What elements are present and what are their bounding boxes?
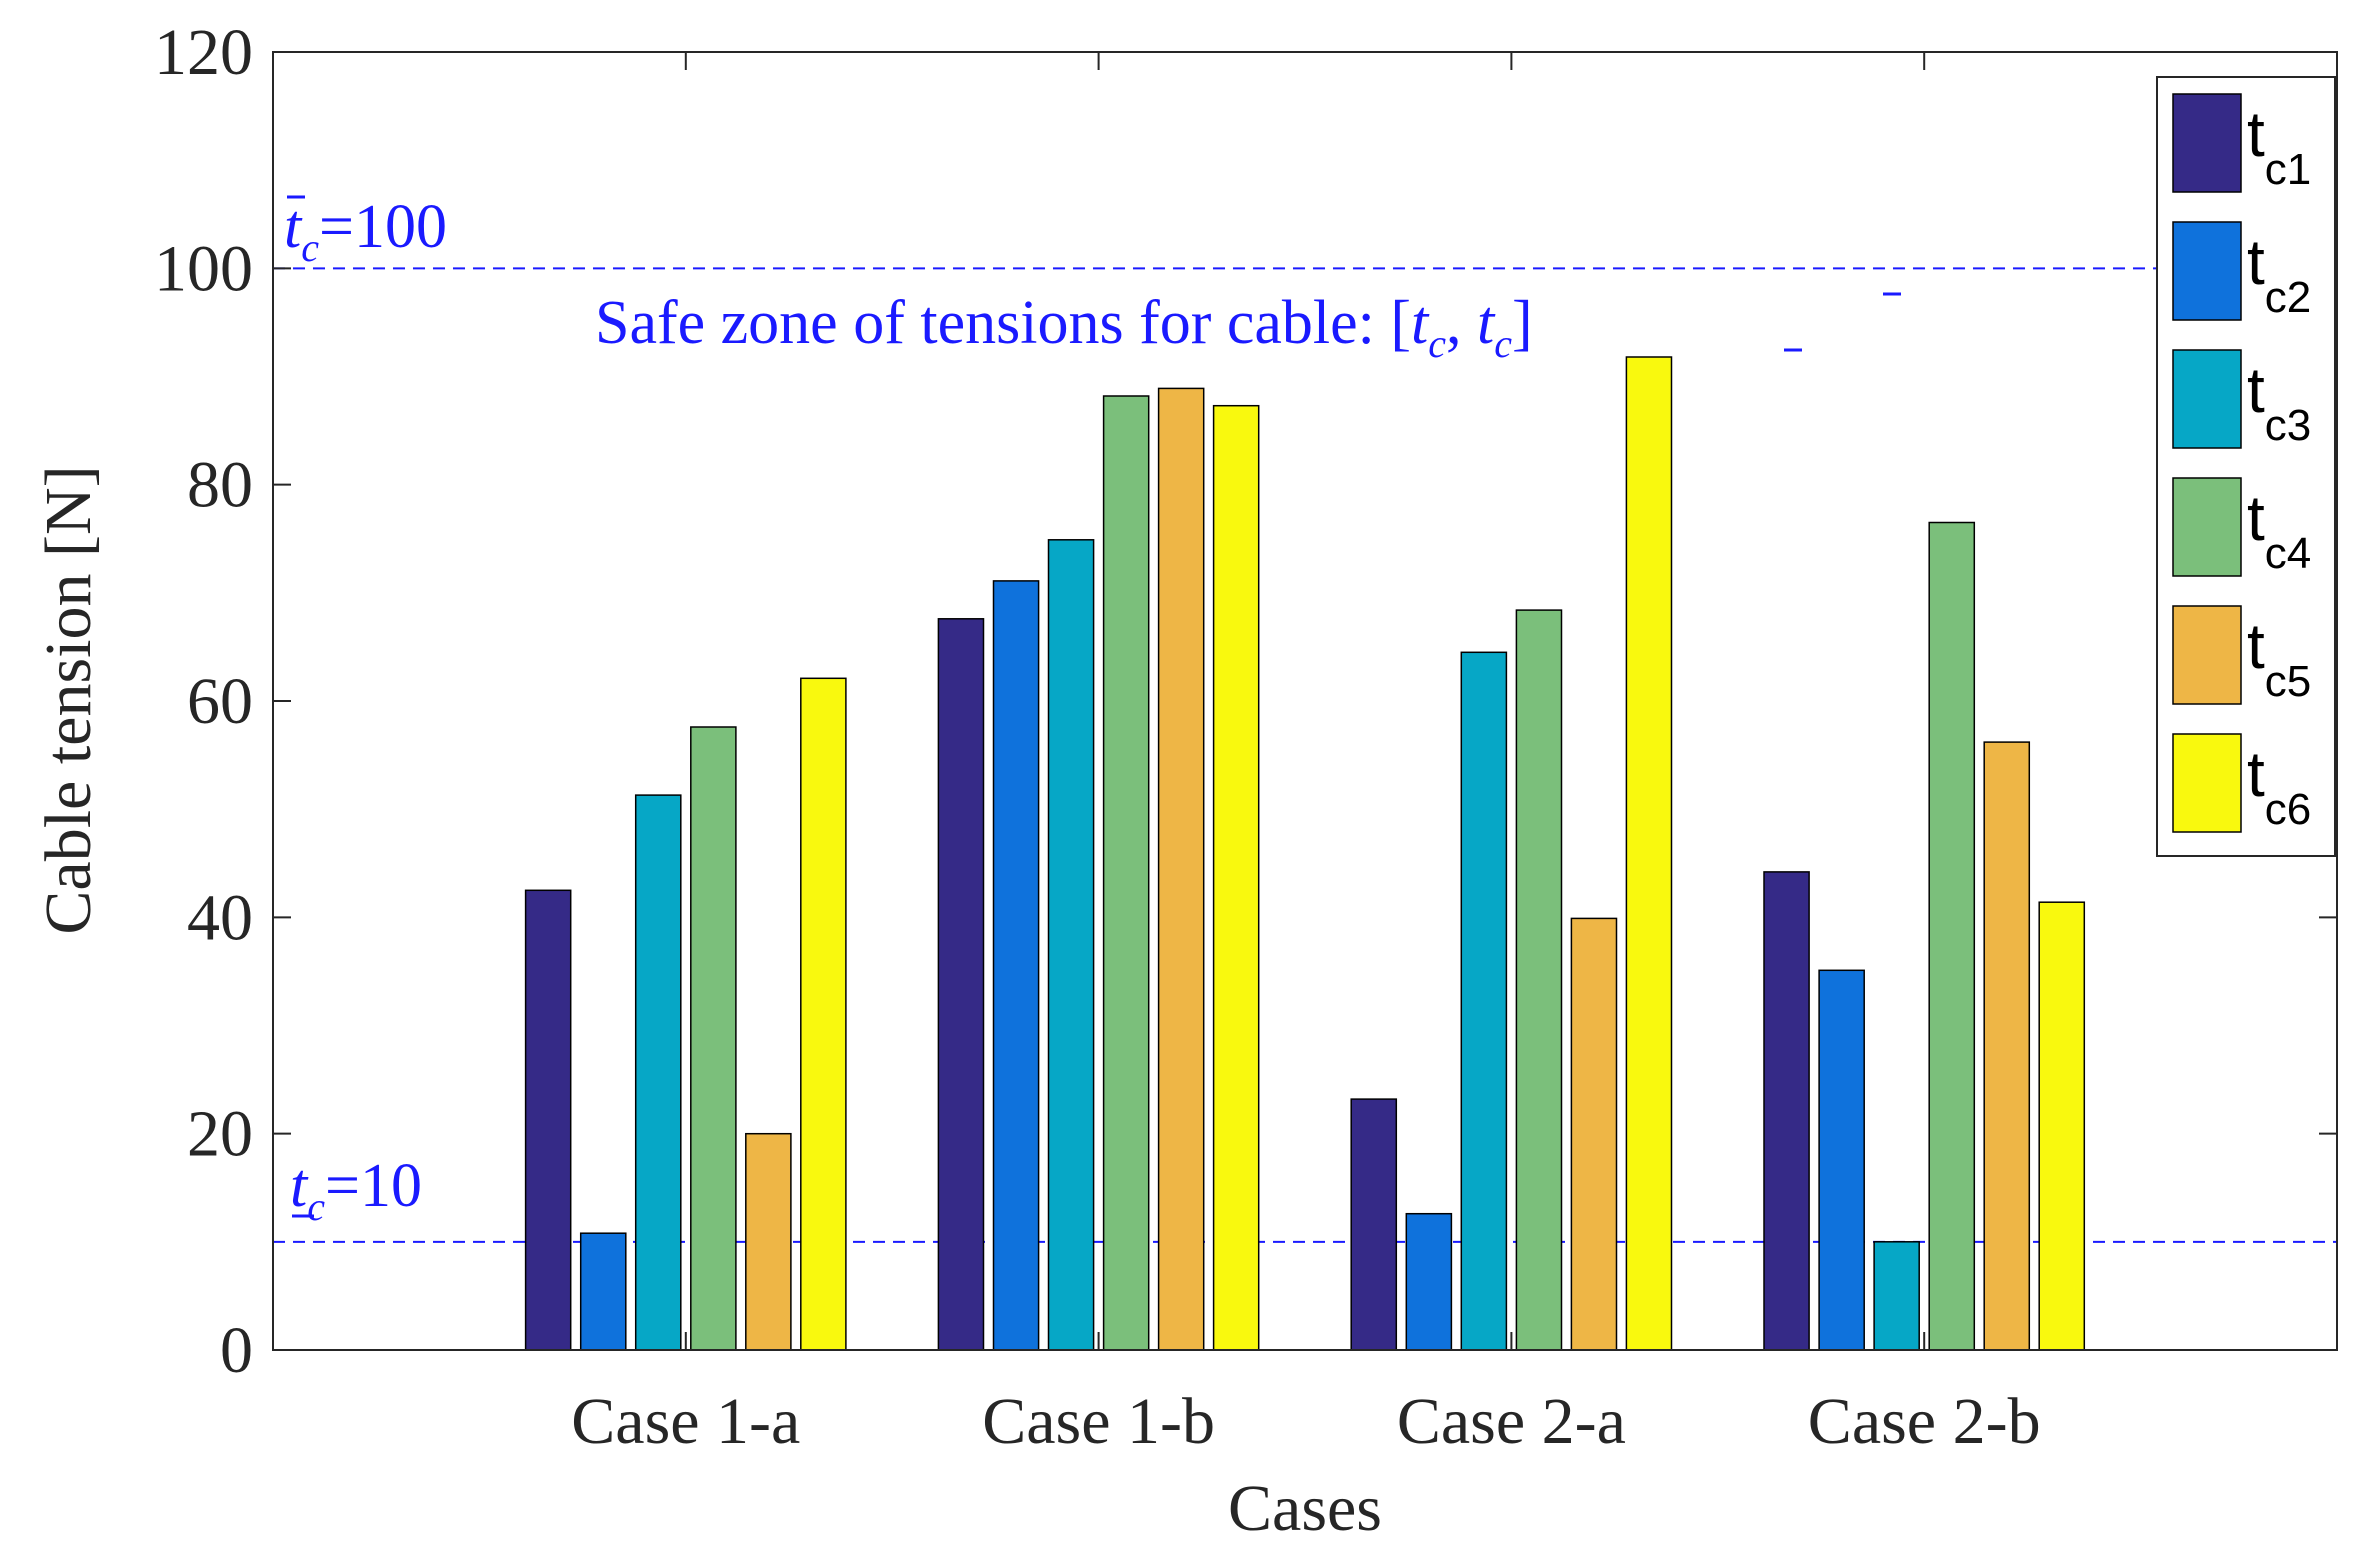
legend-swatch-c6 xyxy=(2172,733,2242,833)
y-axis-title: Cable tension [N] xyxy=(32,465,105,934)
x-tick-label: Case 2-b xyxy=(1808,1385,2041,1458)
legend-swatch-c3 xyxy=(2172,349,2242,449)
bar-case-1-b-c4 xyxy=(1102,395,1150,1351)
y-tick-label: 80 xyxy=(187,449,253,522)
bar-case-2-a-c2 xyxy=(1405,1212,1453,1351)
legend-label-c5: tc5 xyxy=(2247,610,2311,706)
bar-case-2-a-c4 xyxy=(1515,609,1563,1351)
x-tick-label: Case 1-a xyxy=(571,1385,800,1458)
y-tick-label: 120 xyxy=(154,16,253,89)
y-tick-label: 60 xyxy=(187,665,253,738)
bar-case-2-a-c1 xyxy=(1350,1098,1398,1351)
bar-case-1-b-c1 xyxy=(937,618,985,1351)
bar-case-2-b-c3 xyxy=(1873,1241,1920,1351)
legend-label-c2: tc2 xyxy=(2247,226,2311,322)
bar-case-2-b-c1 xyxy=(1763,871,1810,1351)
bar-case-1-a-c6 xyxy=(800,677,847,1351)
legend-label-c6: tc6 xyxy=(2247,738,2311,834)
upper-limit-label: tc=100 xyxy=(284,193,447,270)
bar-case-1-b-c6 xyxy=(1212,404,1260,1351)
legend: tc1 tc2 tc3 tc4 tc5 tc6 xyxy=(2156,76,2336,857)
legend-label-c1: tc1 xyxy=(2247,98,2311,194)
bar-case-1-a-c2 xyxy=(579,1232,627,1351)
bar-case-2-b-c2 xyxy=(1818,969,1865,1351)
legend-swatch-c2 xyxy=(2172,221,2242,321)
x-tick-label: Case 2-a xyxy=(1397,1385,1626,1458)
legend-label-c4: tc4 xyxy=(2247,482,2311,578)
bar-case-2-b-c5 xyxy=(1983,741,2031,1351)
x-tick-label: Case 1-b xyxy=(982,1385,1215,1458)
x-axis-title: Cases xyxy=(1228,1472,1382,1545)
bar-case-1-a-c1 xyxy=(524,889,572,1351)
bars xyxy=(524,356,2086,1351)
bar-case-2-b-c6 xyxy=(2038,901,2086,1351)
bar-case-1-a-c3 xyxy=(634,794,682,1351)
bar-case-2-a-c5 xyxy=(1570,917,1618,1351)
bar-case-1-a-c5 xyxy=(745,1132,792,1351)
bar-case-1-b-c5 xyxy=(1157,387,1205,1351)
bar-case-2-a-c6 xyxy=(1625,356,1673,1351)
y-tick-label: 100 xyxy=(154,232,253,305)
bar-case-2-b-c4 xyxy=(1928,521,1976,1351)
bar-case-1-a-c4 xyxy=(690,726,737,1351)
legend-label-c3: tc3 xyxy=(2247,354,2311,450)
y-tick-label: 20 xyxy=(187,1098,253,1171)
bar-case-1-b-c2 xyxy=(992,580,1040,1351)
legend-swatch-c1 xyxy=(2172,93,2242,193)
bar-case-2-a-c3 xyxy=(1460,651,1508,1351)
safe-zone-annotation: Safe zone of tensions for cable: [tc, tc… xyxy=(595,289,1533,366)
legend-box xyxy=(2156,76,2336,857)
legend-swatch-c4 xyxy=(2172,477,2242,577)
axis-ticks: 0 20 40 60 80 100 120 Case 1-a Case 1-b Case 2-a C… xyxy=(154,16,2337,1458)
legend-swatch-c5 xyxy=(2172,605,2242,705)
y-tick-label: 0 xyxy=(220,1314,253,1387)
lower-limit-label: tc=10 xyxy=(290,1152,422,1229)
y-tick-label: 40 xyxy=(187,881,253,954)
bar-case-1-b-c3 xyxy=(1047,539,1095,1351)
